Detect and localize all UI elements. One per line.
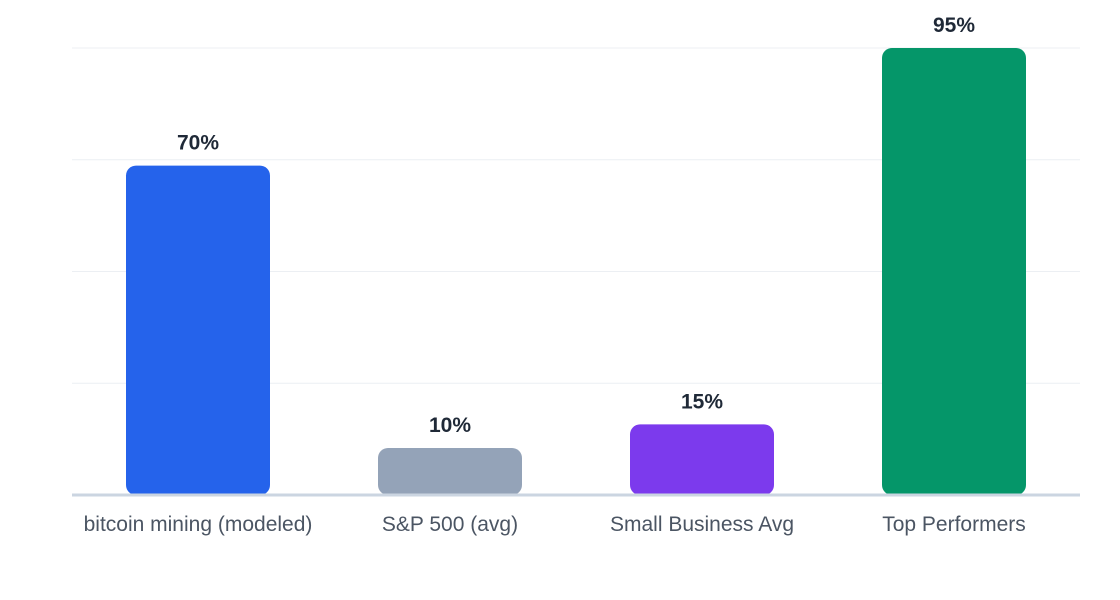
bar-value-label: 95% xyxy=(933,14,975,37)
bar xyxy=(378,447,522,495)
category-label: Small Business Avg xyxy=(610,513,794,536)
category-label: bitcoin mining (modeled) xyxy=(84,513,313,536)
category-labels: bitcoin mining (modeled) S&P 500 (avg) Sma… xyxy=(84,513,1026,536)
category-label: Top Performers xyxy=(882,513,1026,536)
bar xyxy=(630,424,774,495)
bar-value-label: 10% xyxy=(429,414,471,437)
bar-value-label: 15% xyxy=(681,390,723,413)
category-label: S&P 500 (avg) xyxy=(382,513,518,536)
bar xyxy=(126,165,270,495)
bar xyxy=(882,48,1026,495)
bars xyxy=(126,48,1026,495)
value-labels: 70% 10% 15% 95% xyxy=(177,14,975,437)
bar-value-label: 70% xyxy=(177,132,219,155)
